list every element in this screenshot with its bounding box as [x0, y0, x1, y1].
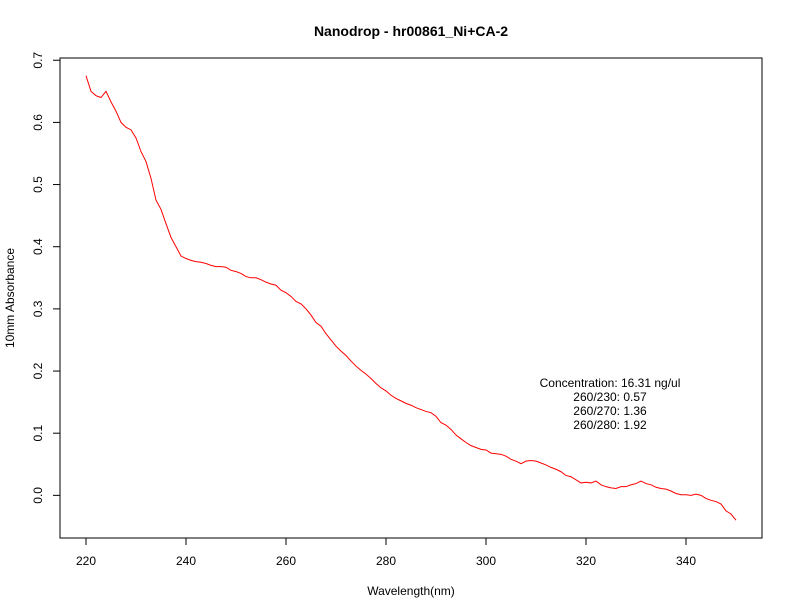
y-axis-label: 10mm Absorbance — [3, 248, 17, 348]
data-line — [85, 75, 737, 521]
x-tick-label: 300 — [476, 554, 496, 568]
y-tick-label: 0.3 — [31, 300, 45, 317]
annotation: 260/280: 1.92 — [573, 418, 647, 432]
y-tick-label: 0.4 — [31, 238, 45, 255]
x-tick-label: 320 — [576, 554, 596, 568]
x-tick-label: 220 — [76, 554, 96, 568]
y-tick-label: 0.6 — [31, 114, 45, 131]
x-tick-label: 260 — [276, 554, 296, 568]
y-tick-label: 0.1 — [31, 425, 45, 442]
annotation: 260/230: 0.57 — [573, 390, 647, 404]
x-axis-label: Wavelength(nm) — [367, 584, 455, 598]
chart-title: Nanodrop - hr00861_Ni+CA-2 — [314, 23, 508, 39]
y-tick-label: 0.7 — [31, 52, 45, 69]
plot-frame — [59, 57, 763, 539]
x-tick-label: 240 — [176, 554, 196, 568]
x-tick-label: 340 — [676, 554, 696, 568]
annotation: 260/270: 1.36 — [573, 404, 647, 418]
annotation: Concentration: 16.31 ng/ul — [540, 376, 681, 390]
x-tick-label: 280 — [376, 554, 396, 568]
y-tick-label: 0.2 — [31, 362, 45, 379]
y-tick-label: 0.5 — [31, 176, 45, 193]
y-tick-label: 0.0 — [31, 487, 45, 504]
